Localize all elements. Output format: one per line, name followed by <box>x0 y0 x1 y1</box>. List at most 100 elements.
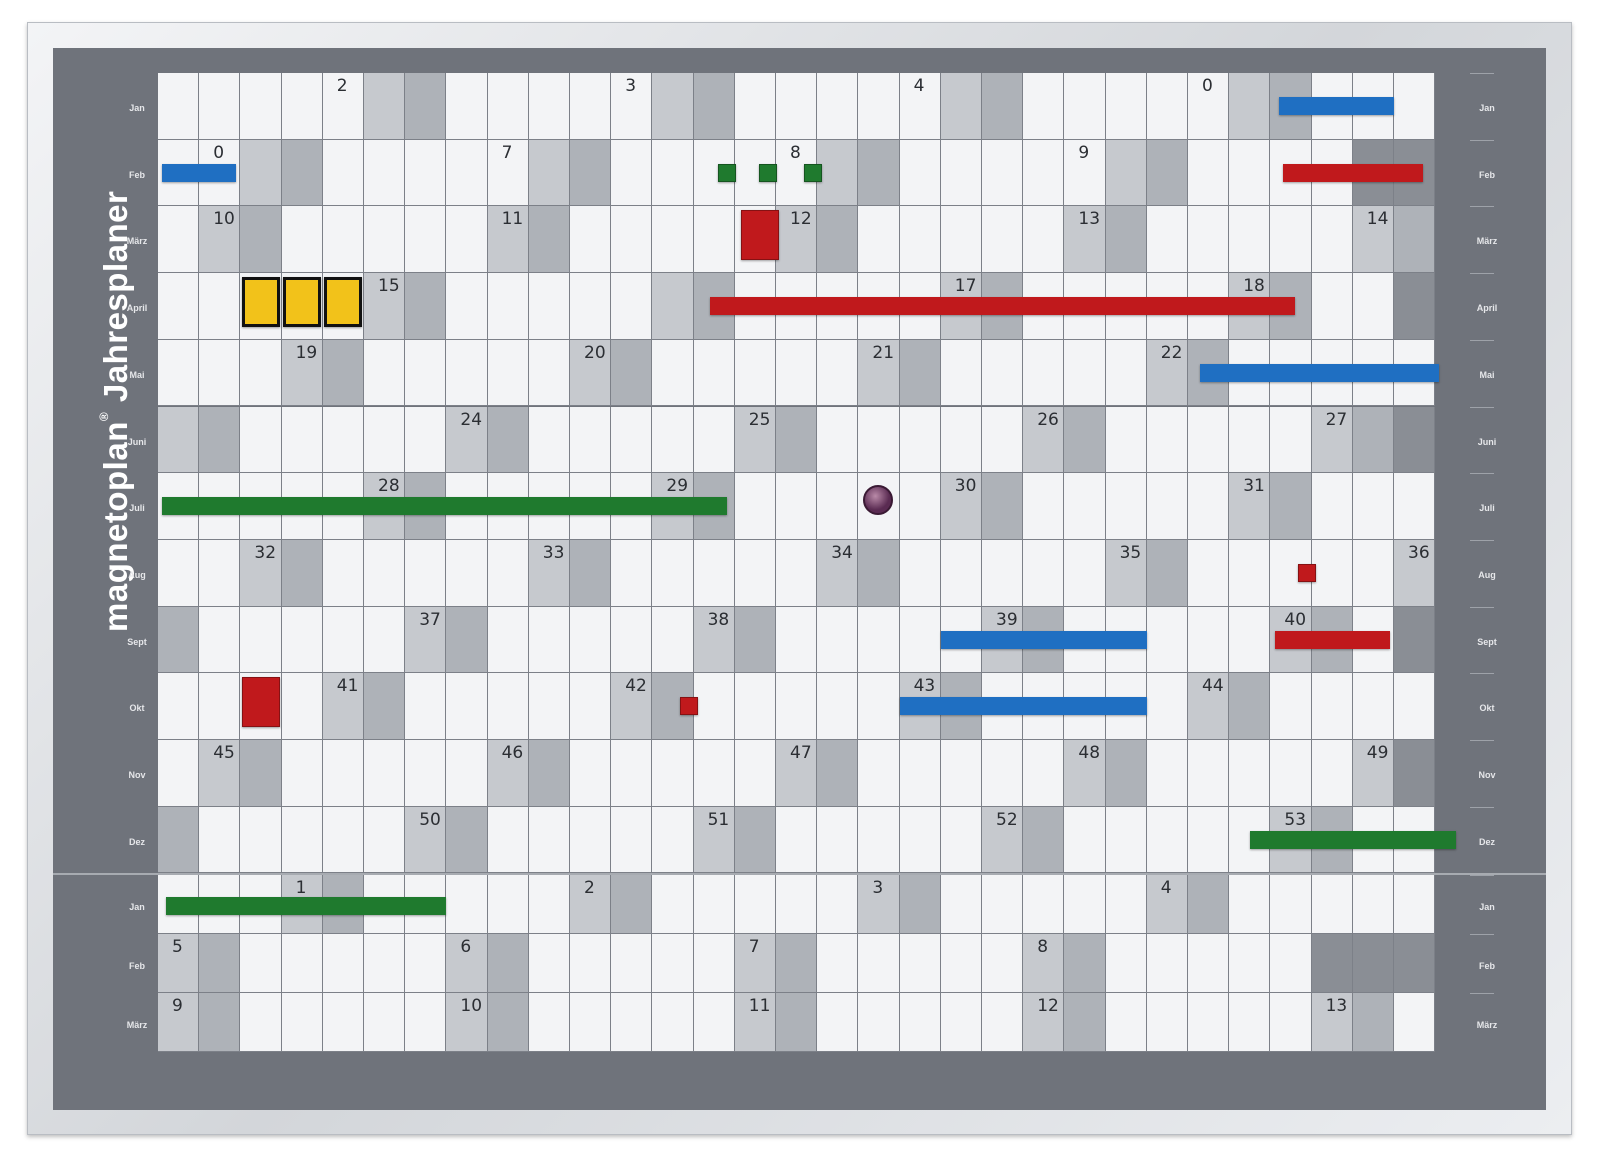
day-cell[interactable] <box>776 206 818 274</box>
day-cell[interactable] <box>611 73 653 140</box>
day-cell[interactable] <box>199 539 241 607</box>
day-cell[interactable] <box>1311 406 1353 474</box>
day-cell[interactable] <box>1105 206 1147 274</box>
day-cell[interactable] <box>1311 993 1353 1053</box>
day-cell[interactable] <box>1229 206 1271 274</box>
day-cell[interactable] <box>1023 406 1065 474</box>
day-cell[interactable] <box>487 993 529 1053</box>
day-cell[interactable] <box>570 206 612 274</box>
day-cell[interactable] <box>364 673 406 740</box>
day-cell[interactable] <box>858 339 900 407</box>
day-cell[interactable] <box>652 273 694 340</box>
day-cell[interactable] <box>487 206 529 274</box>
day-cell[interactable] <box>1352 473 1394 540</box>
red-magnet-strip[interactable] <box>1282 163 1423 182</box>
day-cell[interactable] <box>446 406 488 474</box>
day-cell[interactable] <box>1064 206 1106 274</box>
day-cell[interactable] <box>364 934 406 994</box>
day-cell[interactable] <box>899 606 941 674</box>
day-cell[interactable] <box>776 673 818 740</box>
day-cell[interactable] <box>322 934 364 994</box>
day-cell[interactable] <box>1311 206 1353 274</box>
day-cell[interactable] <box>1146 339 1188 407</box>
day-cell[interactable] <box>1394 606 1436 674</box>
day-cell[interactable] <box>1394 206 1436 274</box>
day-cell[interactable] <box>1146 993 1188 1053</box>
day-cell[interactable] <box>446 539 488 607</box>
day-cell[interactable] <box>817 139 859 207</box>
day-cell[interactable] <box>1270 934 1312 994</box>
day-cell[interactable] <box>240 206 282 274</box>
day-cell[interactable] <box>1229 673 1271 740</box>
day-cell[interactable] <box>446 606 488 674</box>
day-cell[interactable] <box>570 539 612 607</box>
day-cell[interactable] <box>240 806 282 874</box>
day-cell[interactable] <box>1311 740 1353 807</box>
day-cell[interactable] <box>858 606 900 674</box>
day-cell[interactable] <box>1105 740 1147 807</box>
day-cell[interactable] <box>405 406 447 474</box>
day-cell[interactable] <box>1105 406 1147 474</box>
day-cell[interactable] <box>1188 934 1230 994</box>
day-cell[interactable] <box>1270 673 1312 740</box>
day-cell[interactable] <box>982 806 1024 874</box>
green-magnet-square[interactable] <box>758 163 777 182</box>
day-cell[interactable] <box>364 273 406 340</box>
day-cell[interactable] <box>446 273 488 340</box>
day-cell[interactable] <box>364 993 406 1053</box>
day-cell[interactable] <box>405 606 447 674</box>
day-cell[interactable] <box>528 934 570 994</box>
day-cell[interactable] <box>776 73 818 140</box>
day-cell[interactable] <box>858 806 900 874</box>
day-cell[interactable] <box>1188 806 1230 874</box>
day-cell[interactable] <box>240 606 282 674</box>
day-cell[interactable] <box>734 673 776 740</box>
day-cell[interactable] <box>364 606 406 674</box>
day-cell[interactable] <box>982 73 1024 140</box>
day-cell[interactable] <box>199 406 241 474</box>
day-cell[interactable] <box>982 473 1024 540</box>
day-cell[interactable] <box>487 273 529 340</box>
day-cell[interactable] <box>652 406 694 474</box>
day-cell[interactable] <box>1311 875 1353 935</box>
day-cell[interactable] <box>1064 539 1106 607</box>
day-cell[interactable] <box>1352 934 1394 994</box>
day-cell[interactable] <box>405 806 447 874</box>
day-cell[interactable] <box>281 806 323 874</box>
day-cell[interactable] <box>199 993 241 1053</box>
day-cell[interactable] <box>1352 273 1394 340</box>
day-cell[interactable] <box>611 539 653 607</box>
day-cell[interactable] <box>446 934 488 994</box>
day-cell[interactable] <box>734 73 776 140</box>
day-cell[interactable] <box>446 139 488 207</box>
day-cell[interactable] <box>281 206 323 274</box>
day-cell[interactable] <box>817 206 859 274</box>
day-cell[interactable] <box>1394 73 1436 140</box>
day-cell[interactable] <box>240 539 282 607</box>
day-cell[interactable] <box>693 606 735 674</box>
day-cell[interactable] <box>1146 740 1188 807</box>
day-cell[interactable] <box>528 273 570 340</box>
day-cell[interactable] <box>982 339 1024 407</box>
day-cell[interactable] <box>693 934 735 994</box>
day-cell[interactable] <box>570 934 612 994</box>
blue-magnet-strip[interactable] <box>899 697 1147 716</box>
day-cell[interactable] <box>858 934 900 994</box>
day-cell[interactable] <box>487 934 529 994</box>
day-cell[interactable] <box>570 806 612 874</box>
day-cell[interactable] <box>570 740 612 807</box>
day-cell[interactable] <box>858 993 900 1053</box>
day-cell[interactable] <box>528 206 570 274</box>
day-cell[interactable] <box>940 406 982 474</box>
day-cell[interactable] <box>240 406 282 474</box>
day-cell[interactable] <box>1188 606 1230 674</box>
day-cell[interactable] <box>405 339 447 407</box>
day-cell[interactable] <box>858 206 900 274</box>
day-cell[interactable] <box>199 339 241 407</box>
day-cell[interactable] <box>487 673 529 740</box>
day-cell[interactable] <box>1229 539 1271 607</box>
day-cell[interactable] <box>611 875 653 935</box>
day-cell[interactable] <box>158 339 200 407</box>
day-cell[interactable] <box>899 473 941 540</box>
day-cell[interactable] <box>817 673 859 740</box>
